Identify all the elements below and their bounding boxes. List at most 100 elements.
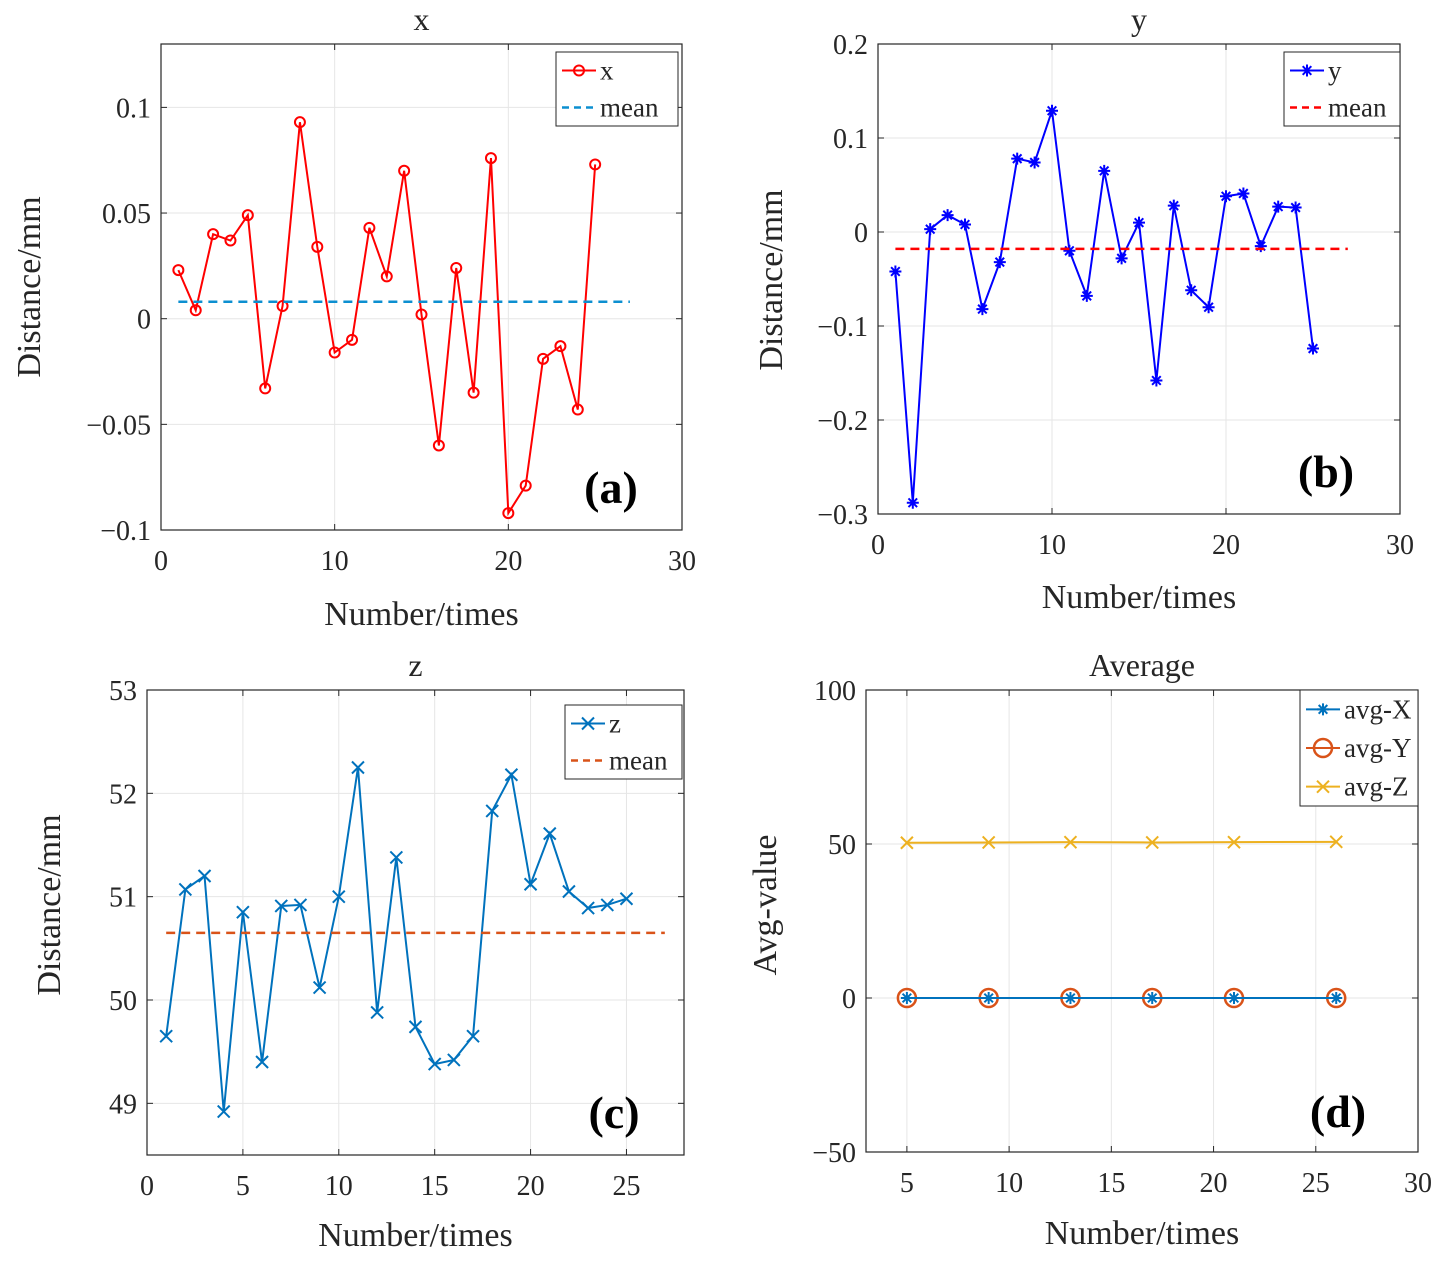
legend-label: z [609, 709, 621, 739]
chart-title: z [408, 647, 422, 683]
x-tick-label: 0 [140, 1171, 154, 1202]
data-point-z [562, 884, 576, 899]
data-point-z [236, 905, 250, 919]
data-point-x [328, 346, 341, 359]
data-point-y [959, 218, 971, 231]
data-point-z [600, 898, 614, 912]
data-point-y [1272, 200, 1285, 213]
x-tick-label: 25 [612, 1171, 640, 1202]
x-tick-label: 20 [517, 1171, 545, 1202]
data-point-avg-Z [981, 835, 996, 850]
data-point-x [311, 240, 324, 253]
x-tick-label: 20 [494, 546, 522, 577]
y-tick-label: 0.2 [833, 30, 868, 61]
panel-label: (c) [588, 1087, 639, 1138]
data-point-avg-Z [1145, 835, 1159, 850]
y-tick-label: −0.1 [100, 516, 151, 547]
data-point-x [293, 116, 306, 129]
x-tick-label: 10 [995, 1168, 1023, 1199]
data-point-x [207, 228, 220, 241]
x-tick-label: 30 [1386, 530, 1414, 561]
legend-box [1283, 51, 1401, 127]
data-point-z [466, 1029, 480, 1043]
data-point-y [924, 223, 937, 236]
data-point-y [889, 265, 902, 278]
data-point-x [346, 333, 359, 346]
legend-marker [1316, 779, 1330, 794]
x-axis-label: Number/times [1045, 1215, 1240, 1252]
x-tick-label: 0 [871, 530, 885, 561]
y-tick-label: −0.2 [817, 406, 868, 437]
x-tick-label: 20 [1200, 1168, 1228, 1199]
panel-label: (b) [1298, 446, 1354, 497]
x-axis-label: Number/times [1042, 579, 1237, 616]
data-point-x [484, 152, 497, 165]
data-point-x [502, 507, 515, 520]
data-point-y [1011, 152, 1024, 165]
y-tick-label: 52 [109, 779, 137, 810]
y-axis-label: Distance/mm [31, 814, 68, 995]
legend: y mean [1283, 51, 1401, 127]
y-tick-label: 50 [828, 830, 856, 861]
y-tick-label: −0.05 [86, 410, 151, 441]
data-point-y [941, 209, 954, 222]
legend-label: avg-Y [1344, 733, 1411, 763]
data-point-z [619, 892, 634, 906]
y-tick-label: 0 [842, 984, 856, 1015]
data-point-x [537, 352, 550, 365]
x-tick-label: 10 [321, 546, 349, 577]
data-point-z [312, 980, 327, 995]
series-avg-Z [900, 835, 1343, 850]
data-point-y [1133, 216, 1145, 229]
axes-frame [877, 43, 1401, 515]
x-tick-label: 15 [421, 1171, 449, 1202]
x-axis-label: Number/times [324, 596, 519, 633]
data-point-avg-X [1146, 992, 1159, 1004]
chart-title: x [414, 1, 430, 37]
y-tick-label: 0 [137, 305, 151, 336]
data-point-x [380, 270, 393, 283]
data-point-x [189, 304, 202, 317]
series-line-x [177, 122, 597, 517]
legend-marker [581, 716, 595, 731]
data-point-z [523, 877, 538, 891]
data-point-z [370, 1005, 384, 1020]
y-tick-label: 0.1 [833, 124, 868, 155]
legend-label: avg-Z [1344, 772, 1408, 802]
legend-box [555, 51, 679, 127]
data-point-x [224, 234, 237, 247]
chart-4: 5 10 15 20 25 30 −50 0 50 100 Average Number/times A… [747, 647, 1432, 1252]
y-tick-label: −0.1 [817, 312, 868, 343]
data-point-avg-X [1228, 992, 1240, 1004]
data-point-z [543, 826, 557, 841]
axes-frame [146, 689, 685, 1156]
data-point-z [197, 869, 212, 883]
data-point-avg-X [1064, 992, 1077, 1004]
data-point-y [1307, 342, 1319, 355]
data-point-y [976, 303, 989, 316]
series-x [172, 116, 602, 520]
chart-title: Average [1089, 647, 1195, 683]
data-point-z [485, 804, 499, 818]
axes-frame [160, 43, 683, 531]
legend: z mean [564, 704, 683, 780]
data-point-y [1167, 199, 1180, 212]
data-point-z [217, 1104, 231, 1119]
legend-label: y [1328, 56, 1342, 86]
axes-frame [865, 689, 1419, 1153]
data-point-z [581, 901, 595, 915]
data-point-x [432, 439, 445, 452]
data-point-z [159, 1029, 173, 1043]
data-point-y [1098, 164, 1111, 177]
data-point-y [1063, 244, 1076, 257]
x-tick-label: 30 [668, 546, 696, 577]
series-avg-X [900, 992, 1343, 1004]
y-axis-label: Distance/mm [11, 196, 48, 377]
data-point-y [1185, 284, 1198, 297]
data-point-y [1150, 374, 1163, 387]
data-point-y [1046, 104, 1058, 117]
data-point-avg-X [982, 992, 995, 1004]
data-point-avg-Z [900, 836, 914, 850]
data-point-z [427, 1057, 442, 1071]
data-point-x [241, 209, 254, 222]
